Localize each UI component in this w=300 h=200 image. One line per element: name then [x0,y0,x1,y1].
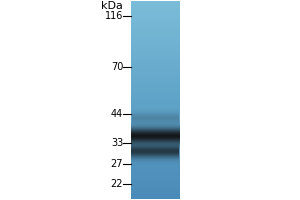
Text: 22: 22 [111,179,123,189]
Text: 70: 70 [111,62,123,72]
Text: 33: 33 [111,138,123,148]
Text: kDa: kDa [101,1,123,11]
Text: 116: 116 [105,11,123,21]
Text: 44: 44 [111,109,123,119]
Text: 27: 27 [111,159,123,169]
